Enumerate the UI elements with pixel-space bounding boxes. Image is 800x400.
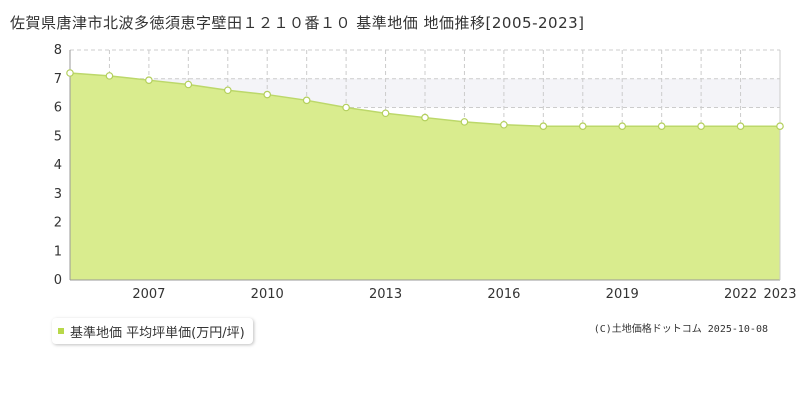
x-tick-label: 2016	[487, 287, 520, 302]
data-point	[421, 113, 429, 122]
x-tick-label: 2007	[132, 287, 165, 302]
data-point	[697, 122, 705, 130]
y-tick-label: 2	[54, 216, 62, 231]
tick-label-layer: 0 1 2 3 4 5 6 7 8 2007 2010 2013 2016 2019 2022 2023	[54, 43, 797, 302]
y-tick-label: 7	[54, 72, 62, 87]
data-point	[776, 122, 784, 130]
data-point	[263, 90, 272, 99]
data-point	[578, 122, 587, 130]
data-point	[223, 86, 232, 95]
copyright-text: (C)土地価格ドットコム 2025-10-08	[593, 324, 768, 335]
data-point	[460, 118, 469, 126]
point-layer	[66, 69, 784, 130]
legend-label: 基準地価 平均坪単価(万円/坪)	[70, 325, 245, 341]
x-tick-label: 2023	[763, 287, 796, 302]
y-tick-label: 1	[54, 244, 62, 259]
data-point	[500, 120, 508, 129]
x-tick-label: 2010	[251, 287, 284, 302]
y-tick-label: 4	[54, 158, 62, 173]
data-point	[145, 76, 153, 84]
y-tick-label: 5	[54, 129, 62, 144]
data-point	[105, 72, 114, 80]
data-point	[736, 122, 745, 130]
chart-title: 佐賀県唐津市北波多徳須恵字壁田１２１０番１０ 基準地価 地価推移[2005-20…	[10, 14, 585, 32]
x-tick-label: 2022	[724, 287, 757, 302]
legend: 基準地価 平均坪単価(万円/坪)	[52, 318, 253, 344]
data-point	[657, 122, 666, 130]
data-point	[184, 80, 193, 89]
data-point	[539, 122, 548, 130]
y-tick-label: 8	[54, 43, 62, 58]
y-tick-label: 0	[54, 273, 62, 288]
x-tick-label: 2019	[606, 287, 639, 302]
x-tick-label: 2013	[369, 287, 402, 302]
data-point	[66, 69, 74, 77]
data-point	[381, 109, 390, 118]
series-area	[70, 73, 780, 280]
axis-layer	[69, 50, 781, 281]
data-point	[302, 96, 311, 105]
data-point	[618, 122, 627, 130]
y-tick-label: 3	[54, 187, 62, 202]
legend-marker	[58, 328, 64, 334]
y-tick-label: 6	[54, 101, 62, 116]
data-point	[342, 103, 350, 112]
